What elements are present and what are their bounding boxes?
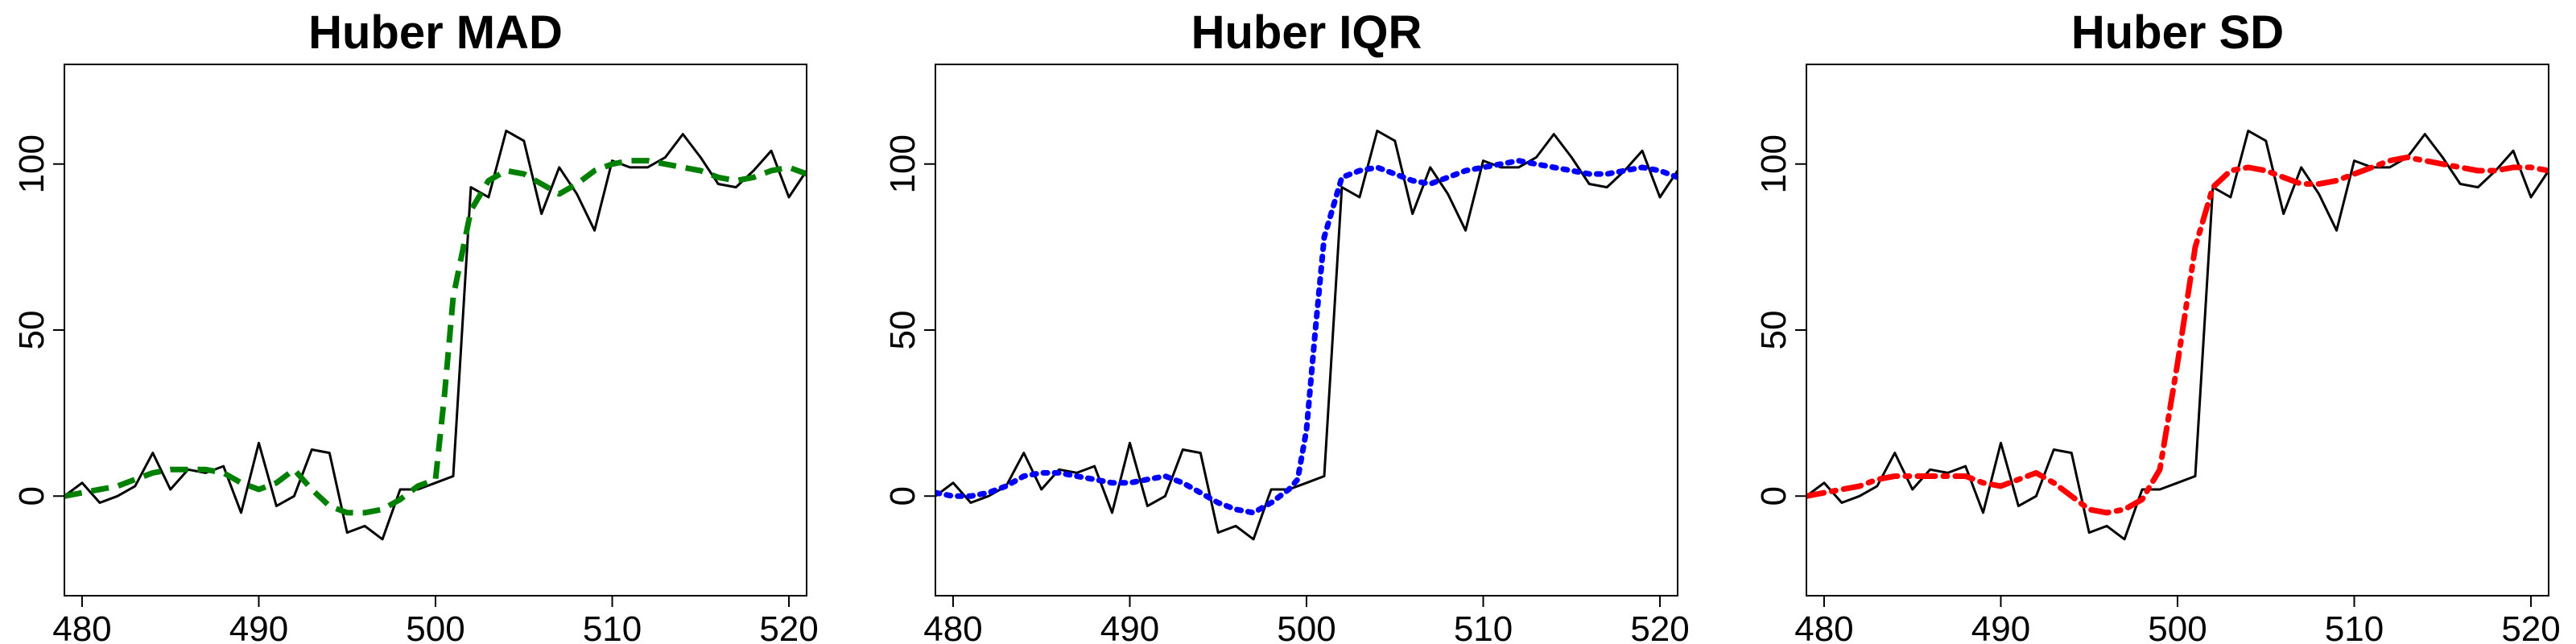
- smoothed-series-line: [935, 158, 1678, 516]
- x-tick-label: 480: [52, 609, 111, 644]
- plot-area: [64, 130, 807, 541]
- y-tick-label: 0: [883, 486, 923, 506]
- x-tick-label: 490: [1100, 609, 1159, 644]
- panel-title: Huber MAD: [308, 6, 563, 59]
- y-tick-label: 0: [12, 486, 52, 506]
- raw-series-line: [1806, 130, 2549, 541]
- plot-area: [1806, 130, 2549, 541]
- x-tick-label: 520: [2501, 609, 2560, 644]
- y-tick-label: 100: [12, 134, 52, 193]
- y-tick-label: 50: [12, 311, 52, 350]
- y-tick-label: 100: [883, 134, 923, 193]
- panel-huber-iqr: Huber IQR 480 490 500 510 520 0 50 100: [883, 6, 1690, 644]
- x-tick-label: 510: [583, 609, 642, 644]
- x-tick-label: 490: [229, 609, 288, 644]
- panel-title: Huber SD: [2071, 6, 2284, 59]
- x-tick-label: 480: [1794, 609, 1853, 644]
- x-tick-label: 520: [1630, 609, 1689, 644]
- y-tick-label: 50: [1754, 311, 1794, 350]
- plot-frame: [935, 64, 1678, 597]
- panel-huber-mad: Huber MAD 480 490 500 510 520 0 50 100: [12, 6, 819, 644]
- x-tick-label: 510: [2325, 609, 2384, 644]
- x-tick-label: 510: [1454, 609, 1513, 644]
- smoothed-series-line: [64, 158, 807, 516]
- panel-huber-sd: Huber SD 480 490 500 510 520 0 50 100: [1754, 6, 2561, 644]
- y-tick-label: 50: [883, 311, 923, 350]
- plot-area: [935, 130, 1678, 541]
- x-tick-label: 490: [1971, 609, 2030, 644]
- x-tick-label: 480: [923, 609, 982, 644]
- y-tick-label: 100: [1754, 134, 1794, 193]
- raw-series-line: [64, 130, 807, 541]
- raw-series-line: [935, 130, 1678, 541]
- y-tick-label: 0: [1754, 486, 1794, 506]
- plot-frame: [1806, 64, 2549, 597]
- plot-frame: [64, 64, 807, 597]
- panel-title: Huber IQR: [1191, 6, 1422, 59]
- x-tick-label: 500: [406, 609, 464, 644]
- x-tick-label: 520: [759, 609, 818, 644]
- x-tick-label: 500: [1277, 609, 1335, 644]
- x-tick-label: 500: [2148, 609, 2207, 644]
- smoothed-series-line: [1806, 155, 2549, 516]
